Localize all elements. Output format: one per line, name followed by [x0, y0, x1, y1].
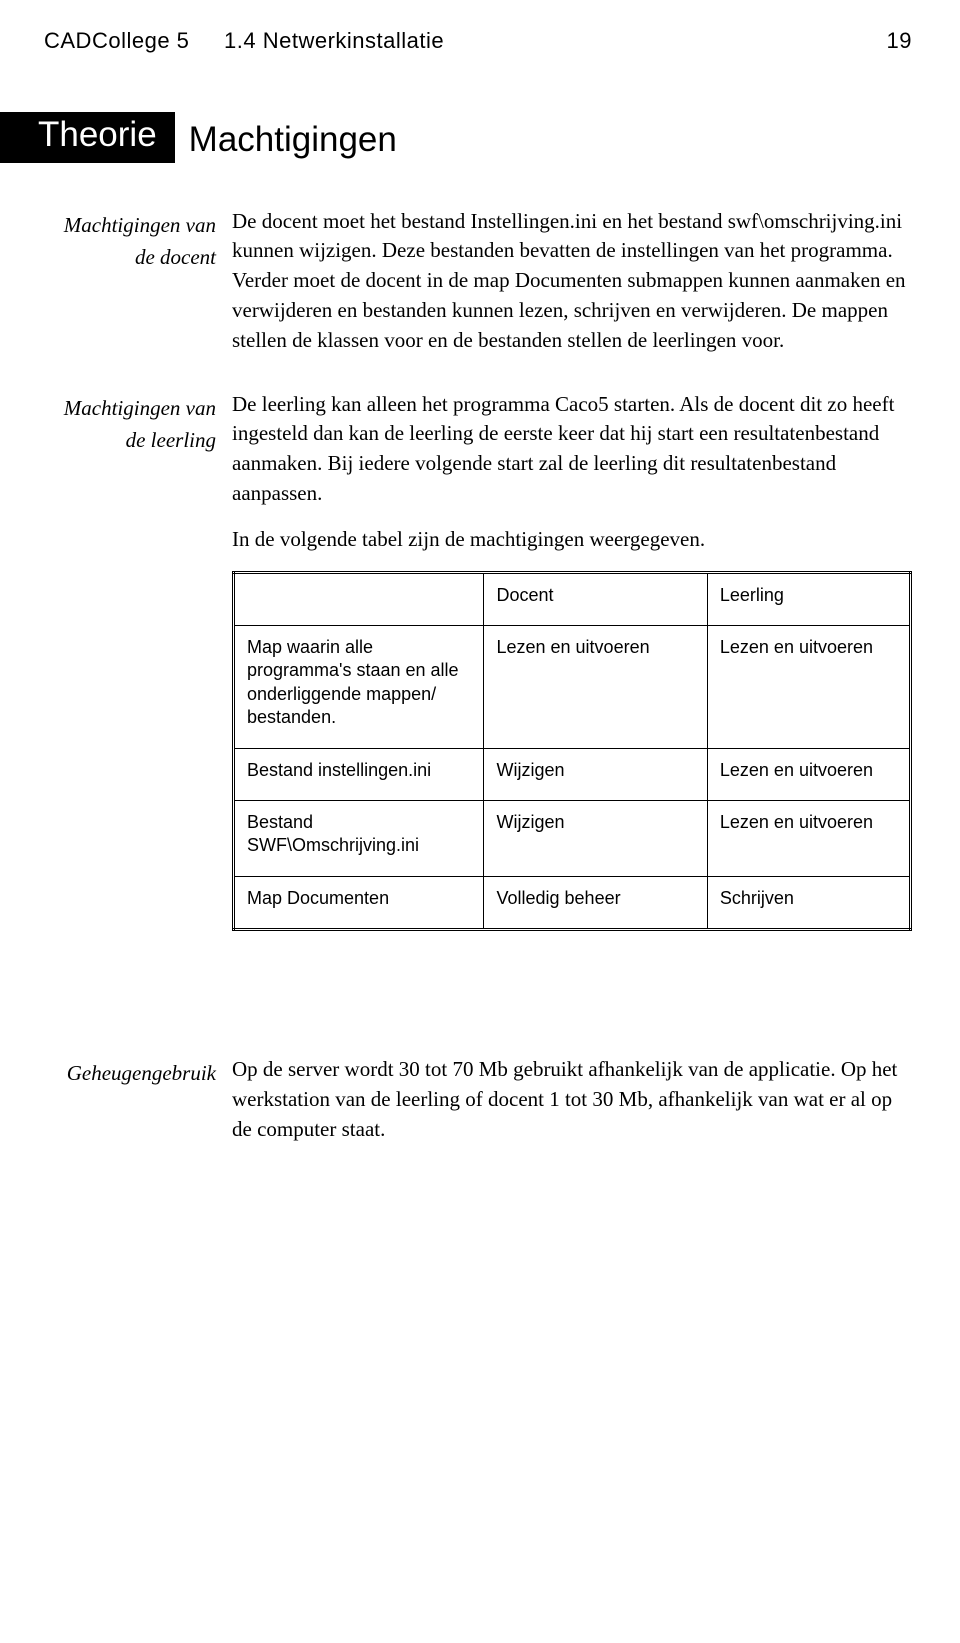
permissions-table: Docent Leerling Map waarin alle programm…: [232, 571, 912, 932]
margin-label-geheugen: Geheugengebruik: [44, 1055, 232, 1144]
table-cell: Map Documenten: [234, 876, 484, 929]
section-docent: Machtigingen van de docent De docent moe…: [44, 207, 912, 356]
body-geheugen: Op de server wordt 30 tot 70 Mb gebruikt…: [232, 1055, 912, 1144]
paragraph: Op de server wordt 30 tot 70 Mb gebruikt…: [232, 1055, 912, 1144]
table-header: Leerling: [707, 572, 910, 625]
body-leerling: De leerling kan alleen het programma Cac…: [232, 390, 912, 932]
table-cell: Schrijven: [707, 876, 910, 929]
table-cell: Wijzigen: [484, 800, 707, 876]
header-mid: 1.4 Netwerkinstallatie: [224, 28, 444, 53]
body-docent: De docent moet het bestand Instellingen.…: [232, 207, 912, 356]
paragraph: In de volgende tabel zijn de machtiginge…: [232, 525, 912, 555]
table-header: [234, 572, 484, 625]
table-cell: Volledig beheer: [484, 876, 707, 929]
section-geheugen: Geheugengebruik Op de server wordt 30 to…: [44, 1055, 912, 1144]
table-row: Bestand SWF\Omschrijving.ini Wijzigen Le…: [234, 800, 911, 876]
page-number: 19: [887, 28, 912, 54]
margin-label-leerling: Machtigingen van de leerling: [44, 390, 232, 932]
table-row: Map waarin alle programma's staan en all…: [234, 626, 911, 749]
table-cell: Wijzigen: [484, 748, 707, 800]
table-row: Map Documenten Volledig beheer Schrijven: [234, 876, 911, 929]
header-left: CADCollege 5: [44, 28, 189, 53]
title-row: Theorie Machtigingen: [44, 112, 912, 163]
paragraph: De docent moet het bestand Instellingen.…: [232, 207, 912, 356]
table-cell: Lezen en uitvoeren: [707, 626, 910, 749]
table-cell: Bestand instellingen.ini: [234, 748, 484, 800]
table-cell: Map waarin alle programma's staan en all…: [234, 626, 484, 749]
margin-label-docent: Machtigingen van de docent: [44, 207, 232, 356]
table-cell: Lezen en uitvoeren: [707, 800, 910, 876]
table-cell: Lezen en uitvoeren: [484, 626, 707, 749]
theorie-tag: Theorie: [0, 112, 175, 163]
table-cell: Lezen en uitvoeren: [707, 748, 910, 800]
table-cell: Bestand SWF\Omschrijving.ini: [234, 800, 484, 876]
table-header: Docent: [484, 572, 707, 625]
paragraph: De leerling kan alleen het programma Cac…: [232, 390, 912, 509]
table-header-row: Docent Leerling: [234, 572, 911, 625]
table-row: Bestand instellingen.ini Wijzigen Lezen …: [234, 748, 911, 800]
section-title: Machtigingen: [189, 121, 397, 163]
page-header: CADCollege 5 1.4 Netwerkinstallatie 19: [44, 28, 912, 54]
section-leerling: Machtigingen van de leerling De leerling…: [44, 390, 912, 932]
